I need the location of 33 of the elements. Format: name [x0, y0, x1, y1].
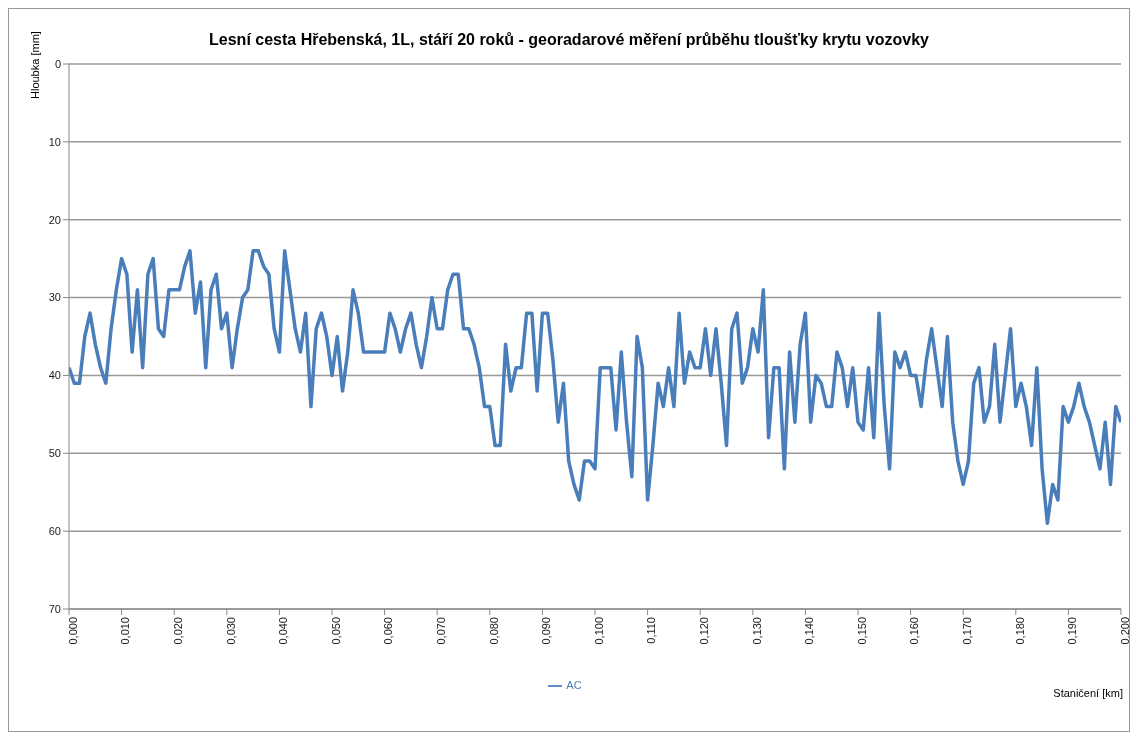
x-tick-label: 0,010 — [119, 617, 132, 645]
x-tick-label: 0,120 — [698, 617, 711, 645]
x-tick-label: 0,050 — [329, 617, 342, 645]
y-tick-label: 40 — [48, 369, 61, 382]
x-tick-label: 0,190 — [1066, 617, 1079, 645]
x-tick-label: 0,150 — [855, 617, 868, 645]
y-tick-label: 20 — [48, 213, 61, 226]
y-tick-label: 70 — [48, 602, 61, 615]
y-tick-label: 30 — [48, 291, 61, 304]
y-tick-label: 60 — [48, 525, 61, 538]
x-tick-label: 0,160 — [908, 617, 921, 645]
x-axis-title: Staničení [km] — [1053, 687, 1123, 699]
y-axis-title: Hloubka [mm] — [29, 31, 41, 99]
x-tick-label: 0,170 — [961, 617, 974, 645]
y-tick-label: 10 — [48, 135, 61, 148]
x-tick-label: 0,060 — [382, 617, 395, 645]
x-tick-label: 0,180 — [1013, 617, 1026, 645]
x-tick-label: 0,140 — [803, 617, 816, 645]
x-tick-label: 0,070 — [435, 617, 448, 645]
y-tick-label: 50 — [48, 447, 61, 460]
x-tick-label: 0,100 — [592, 617, 605, 645]
x-tick-label: 0,090 — [540, 617, 553, 645]
x-tick-label: 0,040 — [277, 617, 290, 645]
x-tick-label: 0,030 — [224, 617, 237, 645]
x-tick-label: 0,020 — [172, 617, 185, 645]
x-tick-label: 0,000 — [66, 617, 79, 645]
x-tick-label: 0,130 — [750, 617, 763, 645]
y-tick-label: 0 — [54, 57, 61, 70]
x-tick-label: 0,080 — [487, 617, 500, 645]
x-tick-label: 0,110 — [645, 617, 658, 644]
line-series — [69, 249, 1121, 526]
chart-title: Lesní cesta Hřebenská, 1L, stáří 20 roků - georadarové měření průběhu tloušťky krytu vozovky — [209, 31, 929, 48]
legend-label: AC — [566, 679, 582, 691]
